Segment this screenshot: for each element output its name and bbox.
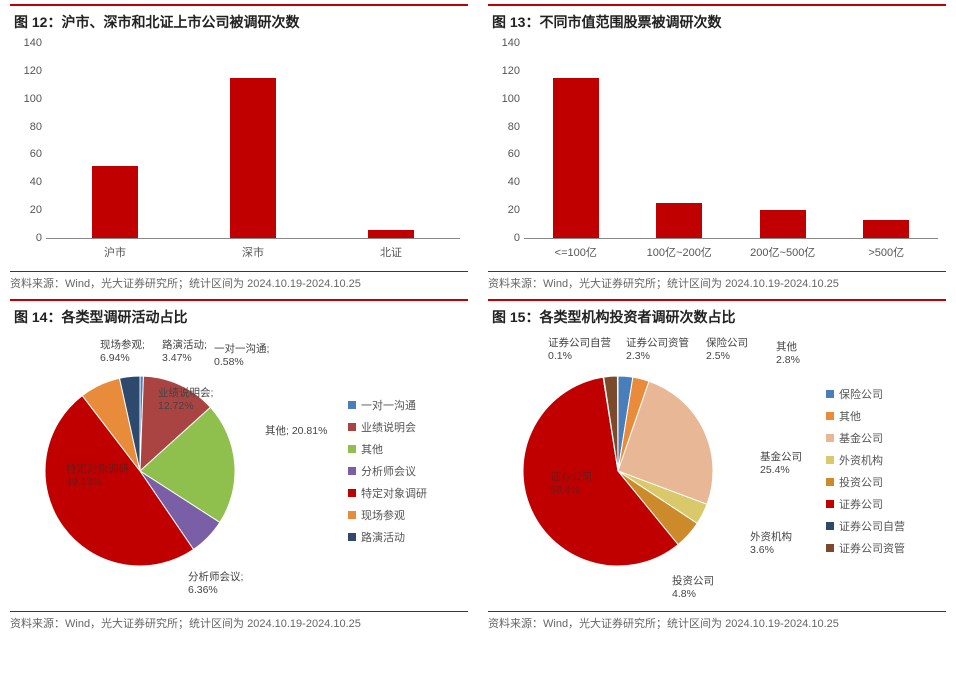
chart-13-source: 资料来源：Wind，光大证券研究所；统计区间为 2024.10.19-2024.…	[488, 271, 946, 291]
legend-item: 业绩说明会	[348, 419, 427, 435]
legend-swatch	[826, 478, 834, 486]
pie-callout: 一对一沟通;0.58%	[214, 343, 269, 369]
bar	[553, 78, 599, 238]
chart-14-source: 资料来源：Wind，光大证券研究所；统计区间为 2024.10.19-2024.…	[10, 611, 468, 631]
bar-xlabel: 深市	[242, 244, 264, 260]
legend-swatch	[826, 434, 834, 442]
legend-item: 投资公司	[826, 474, 905, 490]
legend-item: 特定对象调研	[348, 485, 427, 501]
bar-xlabel: <=100亿	[555, 244, 597, 260]
legend-item: 路演活动	[348, 529, 427, 545]
legend-label: 外资机构	[839, 452, 883, 468]
pie-svg	[10, 331, 340, 611]
pie-callout: 证券公司自营0.1%	[548, 337, 611, 363]
legend-label: 现场参观	[361, 507, 405, 523]
pie-callout: 投资公司4.8%	[672, 575, 714, 601]
bar	[863, 220, 909, 238]
pie-callout: 现场参观;6.94%	[100, 339, 145, 365]
legend-swatch	[348, 445, 356, 453]
pie-callout: 业绩说明会;12.72%	[158, 387, 213, 413]
pie-legend: 保险公司其他基金公司外资机构投资公司证券公司证券公司自营证券公司资管	[826, 386, 905, 556]
bar	[230, 78, 276, 238]
legend-label: 投资公司	[839, 474, 883, 490]
chart-15-source: 资料来源：Wind，光大证券研究所；统计区间为 2024.10.19-2024.…	[488, 611, 946, 631]
chart-13-title: 图 13：不同市值范围股票被调研次数	[488, 4, 946, 36]
bar-xlabel: >500亿	[868, 244, 904, 260]
legend-label: 特定对象调研	[361, 485, 427, 501]
panel-chart-13: 图 13：不同市值范围股票被调研次数 020406080100120140<=1…	[488, 4, 946, 291]
pie-callout: 分析师会议;6.36%	[188, 571, 243, 597]
chart-13-bar: 020406080100120140<=100亿100亿~200亿200亿~50…	[488, 36, 946, 271]
legend-swatch	[826, 522, 834, 530]
legend-item: 证券公司	[826, 496, 905, 512]
panel-chart-14: 图 14：各类型调研活动占比 一对一沟通业绩说明会其他分析师会议特定对象调研现场…	[10, 299, 468, 631]
pie-callout: 其他; 20.81%	[265, 425, 327, 438]
legend-label: 保险公司	[839, 386, 883, 402]
pie-callout: 其他2.8%	[776, 341, 800, 367]
bar	[760, 210, 806, 238]
legend-item: 现场参观	[348, 507, 427, 523]
legend-item: 其他	[348, 441, 427, 457]
chart-12-title: 图 12：沪市、深市和北证上市公司被调研次数	[10, 4, 468, 36]
legend-label: 基金公司	[839, 430, 883, 446]
legend-swatch	[826, 544, 834, 552]
legend-item: 证券公司资管	[826, 540, 905, 556]
pie-callout: 保险公司2.5%	[706, 337, 748, 363]
legend-item: 基金公司	[826, 430, 905, 446]
legend-item: 证券公司自营	[826, 518, 905, 534]
chart-12-source: 资料来源：Wind，光大证券研究所；统计区间为 2024.10.19-2024.…	[10, 271, 468, 291]
pie-callout: 路演活动;3.47%	[162, 339, 207, 365]
legend-item: 保险公司	[826, 386, 905, 402]
pie-legend: 一对一沟通业绩说明会其他分析师会议特定对象调研现场参观路演活动	[348, 397, 427, 545]
legend-label: 证券公司自营	[839, 518, 905, 534]
chart-15-pie: 保险公司其他基金公司外资机构投资公司证券公司证券公司自营证券公司资管证券公司自营…	[488, 331, 946, 611]
legend-label: 证券公司资管	[839, 540, 905, 556]
panel-chart-12: 图 12：沪市、深市和北证上市公司被调研次数 02040608010012014…	[10, 4, 468, 291]
chart-14-pie: 一对一沟通业绩说明会其他分析师会议特定对象调研现场参观路演活动 现场参观;6.94…	[10, 331, 468, 611]
bar-xlabel: 北证	[380, 244, 402, 260]
legend-swatch	[348, 423, 356, 431]
legend-label: 业绩说明会	[361, 419, 416, 435]
legend-swatch	[826, 412, 834, 420]
pie-callout: 证券公司资管2.3%	[626, 337, 689, 363]
panel-chart-15: 图 15：各类型机构投资者调研次数占比 保险公司其他基金公司外资机构投资公司证券…	[488, 299, 946, 631]
legend-item: 一对一沟通	[348, 397, 427, 413]
pie-callout: 特定对象调研49.13%	[66, 463, 129, 489]
pie-callout: 证券公司58.4%	[550, 471, 592, 497]
bar	[368, 230, 414, 238]
legend-label: 其他	[839, 408, 861, 424]
legend-swatch	[348, 533, 356, 541]
legend-swatch	[826, 456, 834, 464]
pie-callout: 外资机构3.6%	[750, 531, 792, 557]
pie-callout: 基金公司25.4%	[760, 451, 802, 477]
legend-swatch	[348, 401, 356, 409]
legend-swatch	[348, 467, 356, 475]
legend-item: 外资机构	[826, 452, 905, 468]
legend-label: 一对一沟通	[361, 397, 416, 413]
legend-swatch	[348, 489, 356, 497]
legend-swatch	[826, 390, 834, 398]
legend-label: 路演活动	[361, 529, 405, 545]
bar-xlabel: 100亿~200亿	[647, 244, 712, 260]
bar	[656, 203, 702, 238]
legend-label: 证券公司	[839, 496, 883, 512]
legend-label: 其他	[361, 441, 383, 457]
legend-label: 分析师会议	[361, 463, 416, 479]
legend-item: 其他	[826, 408, 905, 424]
legend-swatch	[348, 511, 356, 519]
bar-xlabel: 沪市	[104, 244, 126, 260]
legend-item: 分析师会议	[348, 463, 427, 479]
chart-12-bar: 020406080100120140沪市深市北证	[10, 36, 468, 271]
chart-14-title: 图 14：各类型调研活动占比	[10, 299, 468, 331]
legend-swatch	[826, 500, 834, 508]
chart-15-title: 图 15：各类型机构投资者调研次数占比	[488, 299, 946, 331]
bar-xlabel: 200亿~500亿	[750, 244, 815, 260]
bar	[92, 166, 138, 238]
